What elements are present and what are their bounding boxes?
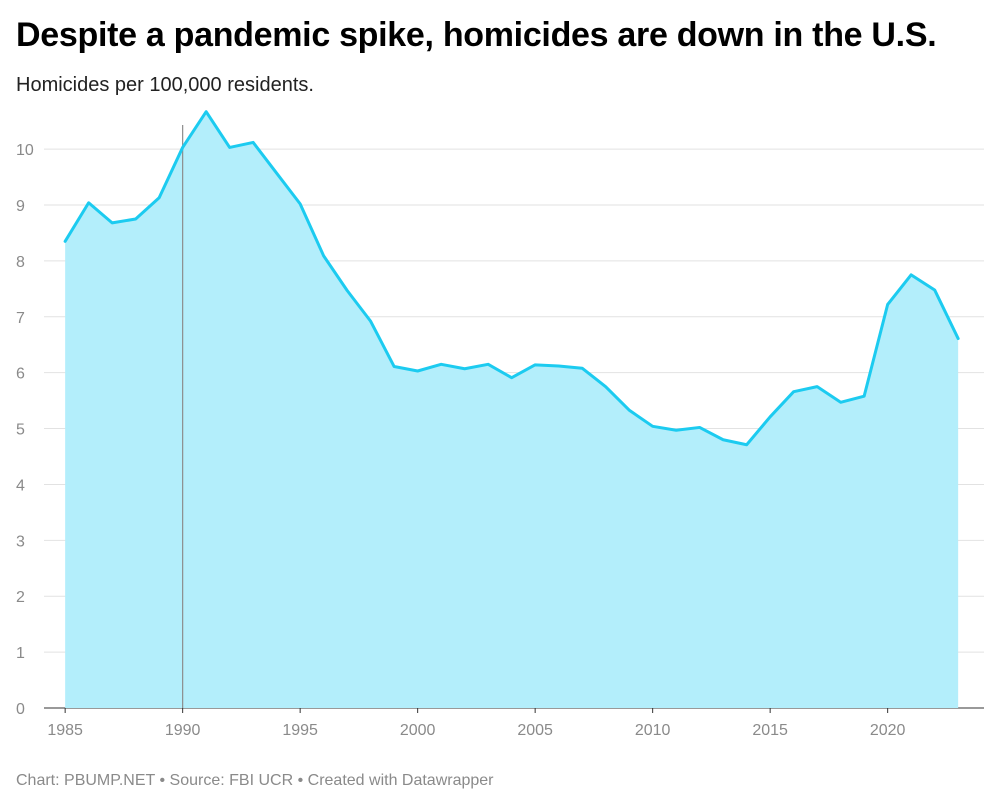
- chart-subtitle: Homicides per 100,000 residents.: [16, 74, 314, 96]
- series-line-path: [63, 110, 960, 447]
- chart-title: Despite a pandemic spike, homicides are …: [16, 16, 937, 54]
- y-tick-label-10: 10: [16, 142, 34, 159]
- data-point-1991: [204, 110, 208, 114]
- data-point-2016: [792, 390, 796, 394]
- data-point-1987: [110, 221, 114, 225]
- data-point-2017: [815, 385, 819, 389]
- data-point-2007: [580, 366, 584, 370]
- x-tick-label-1995: 1995: [282, 722, 318, 739]
- y-tick-label-1: 1: [16, 645, 25, 662]
- data-point-2022: [933, 288, 937, 292]
- data-point-1994: [275, 171, 279, 175]
- data-point-2015: [768, 415, 772, 419]
- y-tick-label-7: 7: [16, 310, 25, 327]
- series-area: [65, 111, 959, 708]
- y-tick-label-8: 8: [16, 254, 25, 271]
- data-point-2011: [674, 428, 678, 432]
- series-line: [63, 110, 960, 447]
- y-tick-label-9: 9: [16, 198, 25, 215]
- data-point-2021: [909, 273, 913, 277]
- x-tick-label-2015: 2015: [752, 722, 788, 739]
- data-point-2001: [439, 362, 443, 366]
- data-point-2020: [886, 302, 890, 306]
- footer-tool-credit: Created with Datawrapper: [307, 772, 494, 789]
- y-tick-label-0: 0: [16, 701, 25, 718]
- data-point-1989: [157, 196, 161, 200]
- area-fill: [65, 111, 959, 708]
- x-tick-label-1985: 1985: [47, 722, 83, 739]
- data-point-1997: [345, 289, 349, 293]
- data-point-1990: [181, 145, 185, 149]
- data-point-2012: [698, 425, 702, 429]
- y-tick-label-6: 6: [16, 366, 25, 383]
- footer-separator: •: [297, 772, 304, 789]
- chart-footer: Chart: PBUMP.NET • Source: FBI UCR • Cre…: [16, 772, 494, 790]
- footer-chart-credit: Chart: PBUMP.NET: [16, 772, 156, 789]
- data-point-2002: [463, 367, 467, 371]
- data-point-1988: [134, 217, 138, 221]
- data-point-2010: [651, 424, 655, 428]
- data-point-2009: [627, 408, 631, 412]
- y-tick-label-2: 2: [16, 589, 25, 606]
- data-point-2014: [745, 443, 749, 447]
- y-tick-label-5: 5: [16, 422, 25, 439]
- data-point-2008: [604, 385, 608, 389]
- y-tick-label-4: 4: [16, 477, 25, 494]
- data-point-2003: [486, 362, 490, 366]
- footer-separator: •: [159, 772, 166, 789]
- data-point-1998: [369, 319, 373, 323]
- data-point-2018: [839, 400, 843, 404]
- data-point-1985: [63, 239, 67, 243]
- x-tick-label-2000: 2000: [400, 722, 436, 739]
- data-point-2004: [510, 376, 514, 380]
- data-point-1986: [87, 201, 91, 205]
- x-tick-label-1990: 1990: [165, 722, 201, 739]
- data-point-2006: [557, 364, 561, 368]
- footer-source: Source: FBI UCR: [169, 772, 294, 789]
- data-point-1999: [392, 365, 396, 369]
- data-point-1993: [251, 140, 255, 144]
- data-point-1996: [322, 254, 326, 258]
- data-point-1995: [298, 202, 302, 206]
- data-point-2019: [862, 394, 866, 398]
- x-tick-label-2005: 2005: [517, 722, 553, 739]
- x-tick-label-2010: 2010: [635, 722, 671, 739]
- data-point-2000: [416, 369, 420, 373]
- y-tick-label-3: 3: [16, 533, 25, 550]
- x-axis-ticks: 1985 1990 1995 2000 2005 2010 2015 2020: [47, 708, 906, 739]
- data-point-2013: [721, 438, 725, 442]
- data-point-2005: [533, 363, 537, 367]
- y-axis-ticks: 0 1 2 3 4 5 6 7 8 9 10: [16, 142, 34, 718]
- data-point-2023: [956, 337, 960, 341]
- x-tick-label-2020: 2020: [870, 722, 906, 739]
- data-point-1992: [228, 145, 232, 149]
